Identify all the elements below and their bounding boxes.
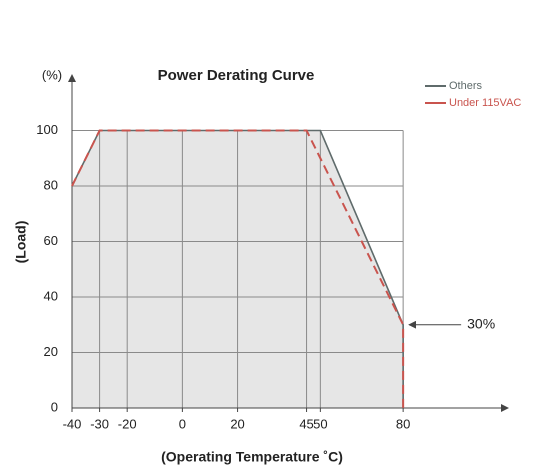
y-unit: (%) xyxy=(42,67,62,82)
x-tick-label: -40 xyxy=(63,416,82,431)
series-line xyxy=(71,129,404,408)
x-axis-label: (Operating Temperature ˚C) xyxy=(161,449,343,465)
x-tick-label: 80 xyxy=(396,416,410,431)
y-tick-label: 40 xyxy=(44,288,58,303)
x-tick-label: -30 xyxy=(90,416,109,431)
legend-label: Under 115VAC xyxy=(449,97,521,109)
series-line xyxy=(71,129,405,408)
x-tick-label: 0 xyxy=(179,416,186,431)
x-tick-label: -20 xyxy=(118,416,137,431)
y-tick-label: 0 xyxy=(51,399,58,414)
annotation: 30% xyxy=(467,315,495,331)
x-tick-label: 20 xyxy=(230,416,244,431)
legend-label: Others xyxy=(449,80,483,92)
x-tick-label: 50 xyxy=(313,416,327,431)
y-tick-label: 20 xyxy=(44,344,58,359)
x-tick-label: 45 xyxy=(299,416,313,431)
chart-title: Power Derating Curve xyxy=(158,67,315,84)
y-tick-label: 60 xyxy=(44,233,58,248)
y-tick-label: 80 xyxy=(44,177,58,192)
y-axis-label: (Load) xyxy=(13,221,29,264)
y-tick-label: 100 xyxy=(36,122,58,137)
